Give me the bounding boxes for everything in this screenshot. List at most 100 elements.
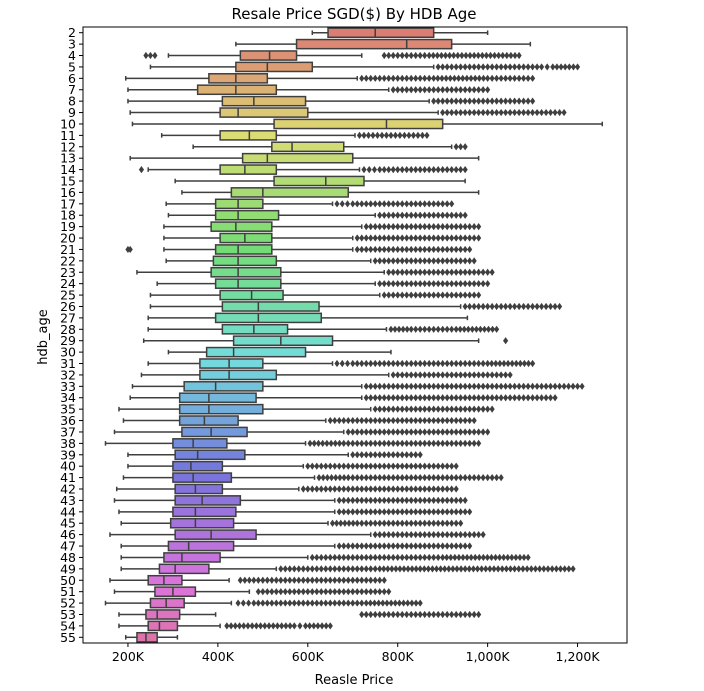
outlier-point	[372, 394, 378, 402]
outlier-point	[534, 302, 540, 311]
outlier-point	[390, 610, 396, 619]
outlier-point	[363, 496, 369, 505]
box-iqr	[158, 563, 210, 575]
outlier-point	[471, 234, 477, 242]
outlier-point	[512, 565, 518, 573]
outlier-point	[386, 200, 392, 208]
box-age-18	[167, 209, 468, 221]
outlier-point	[367, 599, 373, 607]
outlier-point	[377, 496, 383, 505]
outlier-point	[404, 245, 410, 254]
plot-area	[104, 27, 604, 643]
outlier-point	[372, 553, 378, 562]
outlier-point	[314, 599, 320, 607]
outlier-point	[426, 610, 432, 619]
outlier-point	[449, 462, 455, 470]
outlier-point	[372, 508, 378, 516]
outlier-point	[336, 553, 342, 562]
outlier-point	[359, 451, 365, 459]
outlier-point	[485, 382, 491, 390]
outlier-point	[377, 439, 383, 447]
box-age-48	[120, 552, 531, 563]
outlier-point	[417, 428, 423, 436]
outlier-point	[462, 291, 468, 299]
outlier-point	[399, 74, 405, 82]
outlier-point	[455, 51, 461, 60]
outlier-point	[246, 576, 252, 584]
outlier-point	[390, 371, 396, 379]
outlier-point	[309, 588, 315, 596]
outlier-point	[433, 565, 440, 573]
outlier-point	[458, 223, 464, 231]
outlier-point	[413, 223, 419, 231]
outlier-point	[372, 462, 378, 470]
outlier-point	[386, 223, 392, 231]
outlier-point	[381, 416, 387, 425]
outlier-point	[404, 496, 410, 505]
outlier-point	[471, 268, 477, 276]
outlier-point	[435, 382, 441, 390]
outlier-point	[507, 394, 513, 402]
outlier-point	[425, 565, 431, 573]
outlier-point	[480, 359, 486, 368]
outlier-point	[453, 428, 459, 436]
outlier-point	[359, 74, 365, 82]
outlier-point	[390, 86, 396, 94]
y-tick-label: 55	[60, 630, 76, 645]
outlier-point	[368, 382, 374, 390]
outlier-point	[422, 439, 428, 447]
outlier-point	[309, 576, 315, 584]
outlier-point	[368, 223, 374, 231]
outlier-point	[417, 211, 423, 219]
outlier-point	[503, 302, 509, 311]
outlier-point	[476, 97, 482, 105]
outlier-point	[404, 200, 410, 208]
outlier-point	[354, 245, 360, 254]
outlier-point	[291, 565, 297, 573]
outlier-point	[556, 382, 563, 390]
outlier-point	[516, 108, 522, 117]
outlier-point	[481, 325, 488, 333]
outlier-point	[341, 462, 347, 470]
outlier-point	[368, 496, 374, 505]
outlier-point	[323, 485, 329, 493]
outlier-point	[561, 108, 567, 117]
outlier-point	[462, 473, 468, 482]
outlier-point	[431, 280, 437, 288]
outlier-point	[498, 74, 504, 82]
outlier-point	[558, 63, 564, 71]
outlier-point	[440, 245, 446, 254]
outlier-point	[453, 416, 459, 425]
outlier-point	[413, 280, 419, 288]
outlier-point	[449, 86, 455, 94]
outlier-point	[521, 108, 527, 117]
outlier-point	[408, 291, 414, 299]
outlier-point	[426, 86, 432, 94]
outlier-point	[449, 200, 455, 208]
outlier-point	[449, 165, 455, 174]
outlier-point	[404, 234, 410, 242]
outlier-point	[350, 451, 356, 459]
outlier-point	[422, 291, 428, 299]
outlier-point	[413, 268, 419, 276]
outlier-point	[450, 565, 456, 573]
outlier-point	[435, 291, 441, 299]
outlier-point	[529, 63, 536, 71]
outlier-point	[255, 576, 261, 584]
outlier-point	[435, 211, 441, 219]
outlier-point	[413, 508, 419, 516]
outlier-point	[431, 291, 437, 299]
outlier-point	[390, 165, 396, 174]
outlier-point	[435, 371, 441, 379]
y-tick-label: 23	[60, 265, 76, 280]
outlier-point	[458, 394, 464, 402]
outlier-point	[336, 565, 342, 573]
outlier-point	[462, 416, 468, 425]
y-tick-label: 17	[60, 196, 76, 211]
outlier-point	[462, 371, 468, 379]
outlier-point	[413, 257, 419, 265]
outlier-point	[431, 268, 437, 276]
outlier-point	[377, 576, 383, 584]
outlier-point	[257, 622, 264, 630]
outlier-point	[399, 223, 405, 231]
